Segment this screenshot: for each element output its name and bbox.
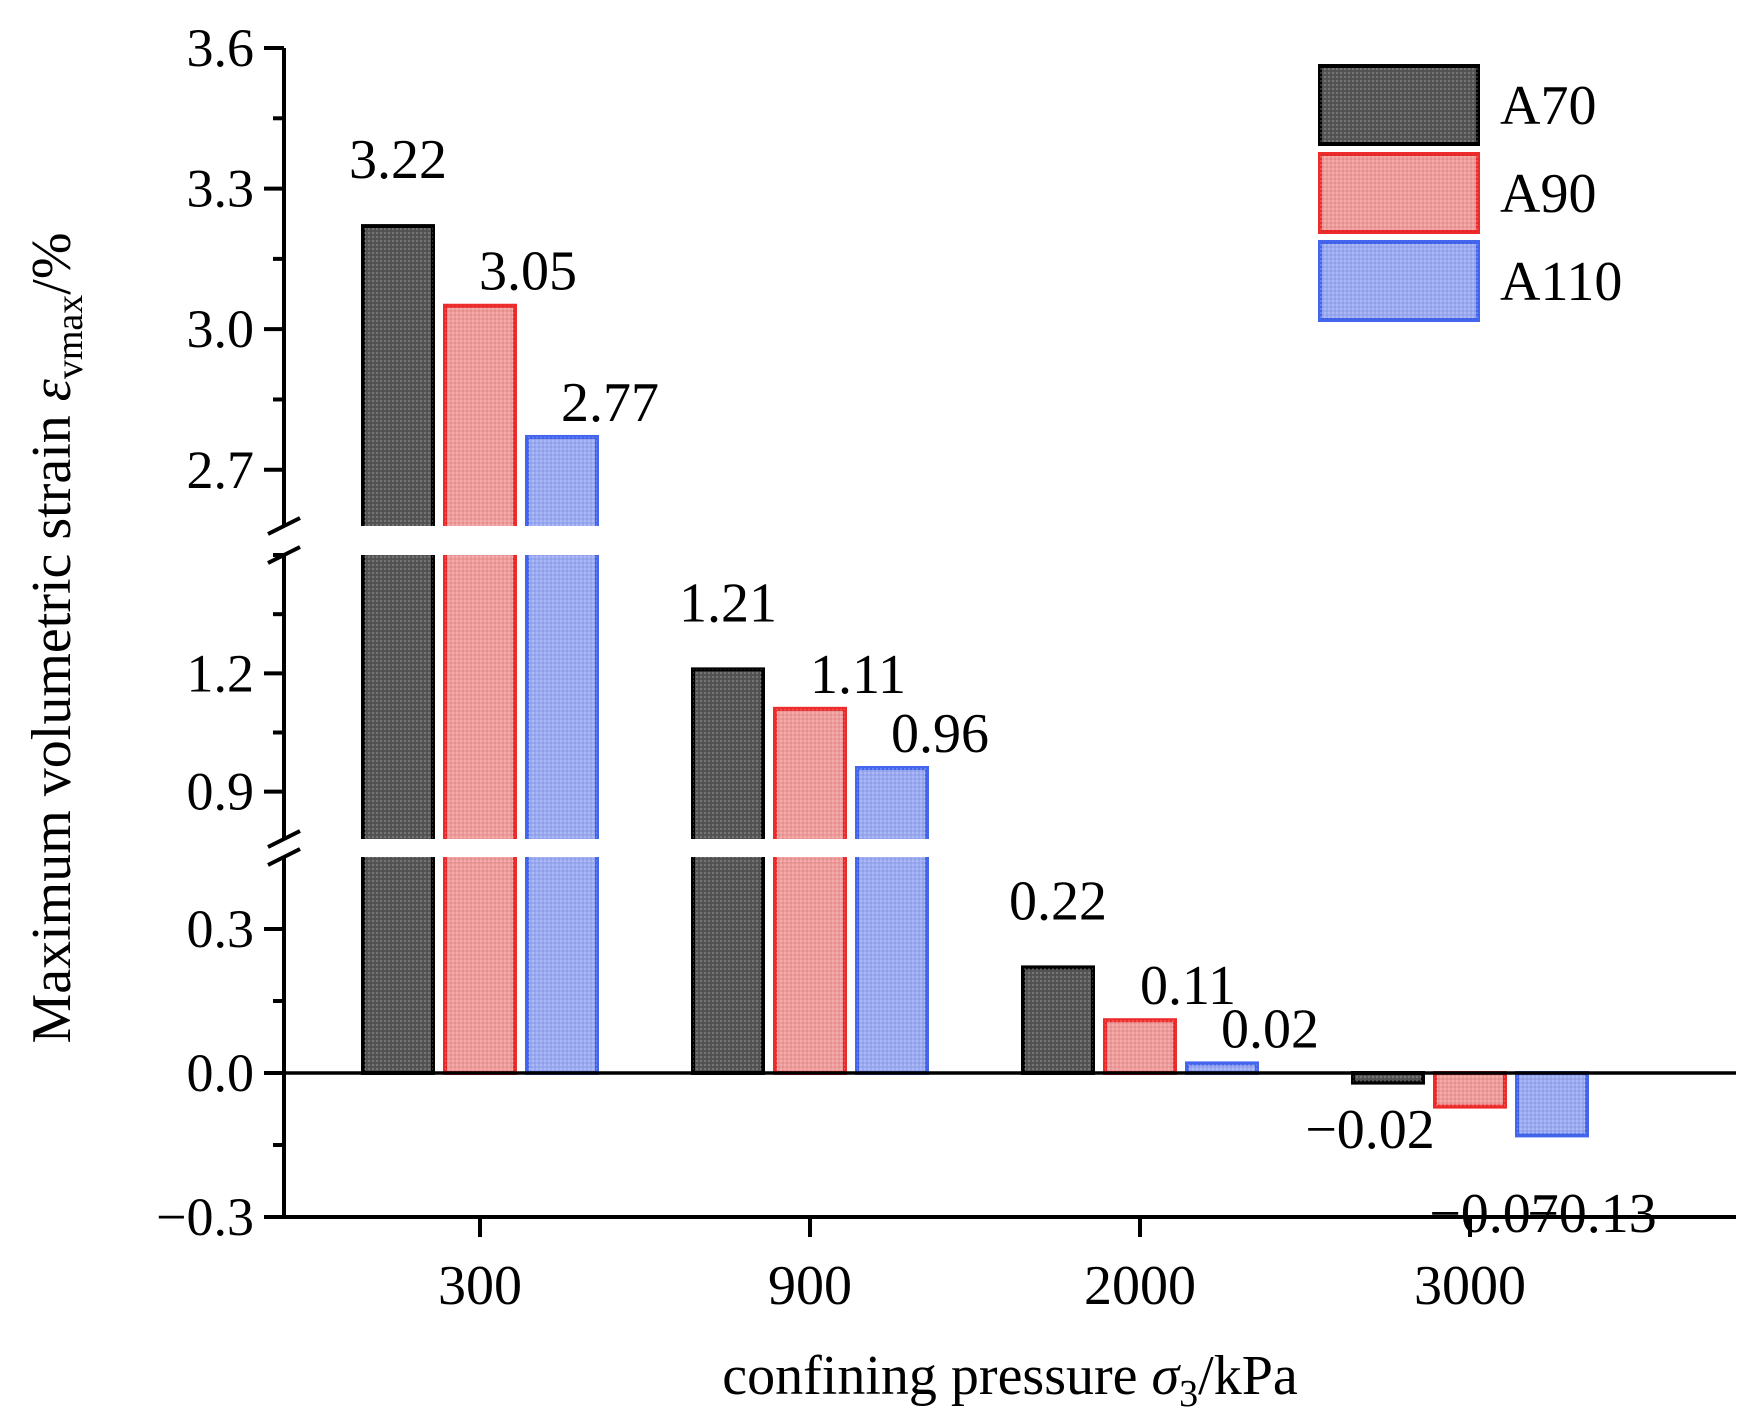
data-label-A90-300: 3.05 xyxy=(479,241,577,303)
bar-A90-900 xyxy=(773,706,847,1075)
bars-layer xyxy=(361,224,1589,1138)
data-label-A70-300: 3.22 xyxy=(349,129,447,191)
data-label-A70-3000: −0.02 xyxy=(1305,1099,1435,1161)
axis-break-gap xyxy=(240,526,1736,555)
labels-layer: 3.22 1.21 0.22 −0.02 3.05 1.11 0.11 −0.07 2.77 0.… xyxy=(349,129,1657,1245)
bar-A70-300 xyxy=(361,224,435,1075)
axis-break-gap xyxy=(240,839,1736,857)
data-label-A90-900: 1.11 xyxy=(810,644,906,706)
legend: A70 A90 A110 xyxy=(1318,64,1622,322)
data-label-A110-900: 0.96 xyxy=(891,703,989,765)
y-axis-title: Maximum volumetric strain εvmax/% xyxy=(21,232,91,1043)
bar-A90-2000 xyxy=(1103,1018,1177,1076)
y-tick-label: 0.0 xyxy=(187,1043,255,1103)
x-tick-label: 3000 xyxy=(1414,1255,1526,1317)
y-tick-label: 3.6 xyxy=(187,18,255,78)
x-tick-label: 2000 xyxy=(1084,1255,1196,1317)
legend-label: A90 xyxy=(1500,163,1596,225)
bar-A110-900 xyxy=(855,766,929,1075)
data-label-A70-900: 1.21 xyxy=(679,572,777,634)
y-tick-label: −0.3 xyxy=(156,1187,254,1247)
legend-item-A110: A110 xyxy=(1318,240,1622,322)
data-label-A110-300: 2.77 xyxy=(561,372,659,434)
y-tick-label: 3.3 xyxy=(187,159,255,219)
y-tick-label: 2.7 xyxy=(187,440,255,500)
axis-layer: −0.3 0.0 0.3 0.9 1.2 2.7 3.0 3.3 3.6 300 900 2000 30… xyxy=(156,18,1736,1317)
bar-A90-3000 xyxy=(1433,1071,1507,1109)
x-tick-label: 900 xyxy=(768,1255,852,1317)
x-tick-label: 300 xyxy=(438,1255,522,1317)
axis-break-mark xyxy=(267,847,301,867)
bar-A70-900 xyxy=(691,667,765,1076)
y-tick-label: 0.9 xyxy=(187,762,255,822)
data-label-A110-3000: −0.13 xyxy=(1527,1183,1657,1245)
data-label-A70-2000: 0.22 xyxy=(1009,870,1107,932)
data-label-A90-3000: −0.07 xyxy=(1429,1183,1559,1245)
legend-label: A70 xyxy=(1500,75,1596,137)
legend-item-A90: A90 xyxy=(1318,152,1596,234)
data-label-A90-2000: 0.11 xyxy=(1140,955,1236,1017)
y-tick-label: 1.2 xyxy=(187,643,255,703)
axis-break-mark xyxy=(267,829,301,849)
data-label-A110-2000: 0.02 xyxy=(1221,998,1319,1060)
bar-A110-3000 xyxy=(1515,1071,1589,1138)
x-axis-title: confining pressure σ3/kPa xyxy=(722,1345,1298,1415)
y-tick-label: 3.0 xyxy=(187,299,255,359)
bar-A90-300 xyxy=(443,303,517,1075)
legend-label: A110 xyxy=(1500,251,1622,313)
legend-item-A70: A70 xyxy=(1318,64,1596,146)
y-tick-label: 0.3 xyxy=(187,899,255,959)
axis-break-mark xyxy=(267,516,301,536)
bar-A70-2000 xyxy=(1021,965,1095,1076)
